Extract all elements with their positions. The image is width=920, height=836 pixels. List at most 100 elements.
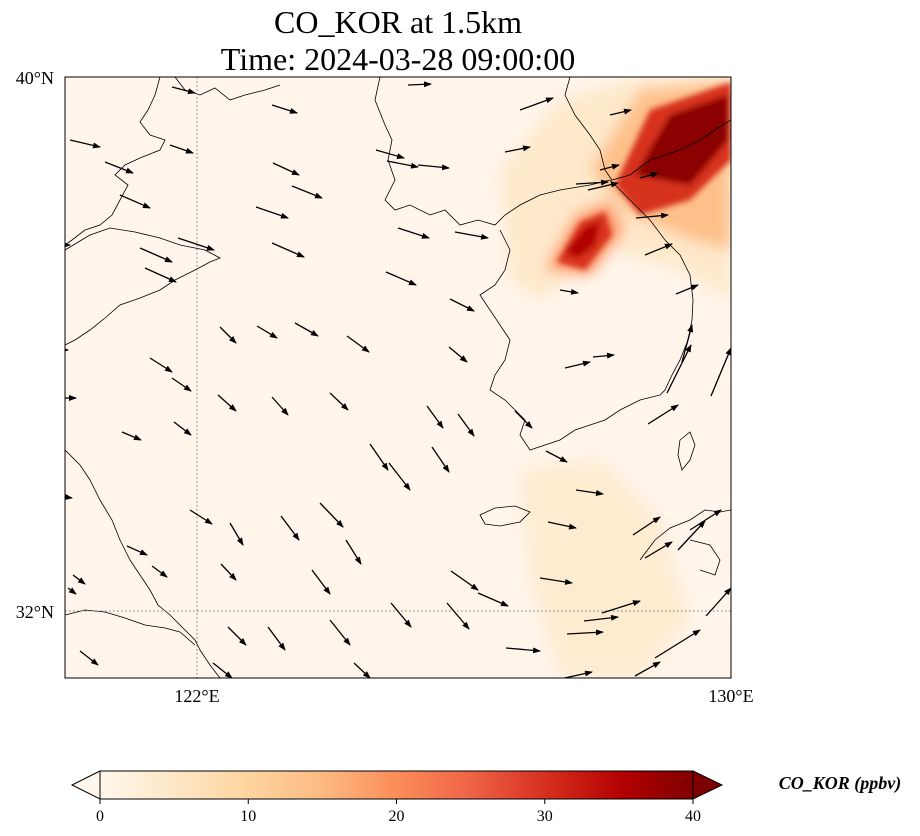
wind-arrow <box>426 405 444 429</box>
wind-arrow <box>171 86 196 95</box>
wind-arrow <box>666 344 692 394</box>
map-frame <box>64 76 732 679</box>
colorbar-tick-label: 40 <box>685 808 701 825</box>
wind-arrow <box>639 171 659 179</box>
colorbar-tick-label: 30 <box>537 808 553 825</box>
wind-arrow <box>271 104 298 114</box>
wind-arrow <box>319 502 344 528</box>
wind-arrow <box>67 587 77 595</box>
plume-core-north <box>635 95 728 185</box>
wind-arrow <box>675 284 699 295</box>
wind-arrow <box>431 446 450 473</box>
wind-arrow <box>632 516 661 536</box>
wind-arrow <box>385 271 417 286</box>
wind-arrow <box>329 392 349 411</box>
wind-arrow <box>477 592 509 607</box>
wind-arrow <box>449 298 475 312</box>
plume-core-west <box>565 222 600 258</box>
colorbar-ticks: 0 10 20 30 40 <box>96 799 701 825</box>
wind-arrow <box>539 577 573 585</box>
wind-arrow <box>454 231 489 240</box>
wind-arrow <box>151 565 168 578</box>
wind-arrow <box>644 243 673 256</box>
coastline-korea-west <box>479 229 661 451</box>
wind-arrow <box>267 626 286 651</box>
colorbar-tick-label: 20 <box>389 808 405 825</box>
wind-arrow <box>255 206 289 219</box>
wind-arrow <box>65 494 73 500</box>
colorbar-title: CO_KOR (ppbv) <box>779 773 902 794</box>
wind-arrow <box>291 185 323 199</box>
wind-arrow <box>173 421 192 436</box>
wind-arrow <box>647 404 679 425</box>
colorbar-tick-label: 0 <box>96 808 104 825</box>
wind-arrow <box>329 619 351 646</box>
wind-arrow <box>587 181 619 191</box>
wind-arrow <box>710 347 731 397</box>
wind-arrow <box>545 450 568 463</box>
colorbar-extend-min <box>70 770 101 800</box>
map-panel <box>65 77 731 678</box>
wind-arrow <box>271 396 289 416</box>
wind-arrow <box>390 602 412 628</box>
wind-arrow <box>227 626 247 646</box>
wind-arrow <box>592 352 615 359</box>
wind-arrow <box>705 587 731 617</box>
lon-label-122E: 122°E <box>174 686 219 706</box>
title-line-1: CO_KOR at 1.5km <box>274 4 522 40</box>
wind-arrow <box>599 163 620 171</box>
wind-arrow <box>654 629 701 659</box>
wind-arrow <box>126 545 148 556</box>
title-line-2: Time: 2024-03-28 09:00:00 <box>221 41 575 77</box>
colorbar-gradient <box>99 770 694 800</box>
wind-arrow <box>217 394 237 412</box>
wind-arrow <box>311 569 331 595</box>
wind-arrow <box>634 661 661 677</box>
wind-arrow <box>547 521 577 530</box>
wind-arrow <box>397 227 430 239</box>
wind-arrow <box>149 357 173 373</box>
wind-arrow <box>271 242 305 258</box>
wind-arrow <box>635 212 669 219</box>
wind-arrow <box>689 509 722 531</box>
wind-arrow <box>448 346 468 363</box>
wind-arrow <box>121 431 142 441</box>
coastline-korea-east <box>609 179 694 396</box>
wind-arrow <box>609 108 632 116</box>
coastline-shandong <box>65 227 221 346</box>
wind-arrow <box>72 574 86 585</box>
wind-arrow <box>272 162 300 176</box>
wind-arrow <box>450 570 479 591</box>
wind-arrow <box>219 326 237 344</box>
wind-arrow <box>566 629 604 636</box>
wind-arrow <box>375 149 405 159</box>
wind-arrow <box>229 522 244 546</box>
coastline-tsushima <box>677 431 696 471</box>
coastline-north-korea-west <box>374 77 611 226</box>
wind-arrow <box>559 288 579 295</box>
co-concentration-field <box>500 77 731 678</box>
wind-arrow <box>681 324 694 363</box>
wind-arrow <box>457 413 475 437</box>
wind-arrow <box>575 179 609 186</box>
lat-label-32N: 32°N <box>16 602 54 622</box>
lon-label-130E: 130°E <box>708 686 753 706</box>
wind-arrow <box>564 360 591 369</box>
coastline-jeju <box>479 505 531 527</box>
lat-label-40N: 40°N <box>16 68 54 88</box>
wind-arrow <box>446 602 470 630</box>
wind-vectors <box>65 81 731 678</box>
wind-arrow <box>386 160 419 169</box>
colorbar-extend-max <box>692 770 724 800</box>
wind-arrow <box>144 267 177 283</box>
wind-arrow <box>407 81 432 88</box>
wind-arrow <box>280 515 300 541</box>
wind-arrow <box>139 247 173 263</box>
wind-arrow <box>119 194 151 209</box>
wind-arrow <box>189 509 213 525</box>
wind-arrow <box>388 462 411 491</box>
colorbar-tick-label: 10 <box>240 808 256 825</box>
wind-arrow <box>346 335 370 353</box>
wind-arrow <box>345 539 362 565</box>
